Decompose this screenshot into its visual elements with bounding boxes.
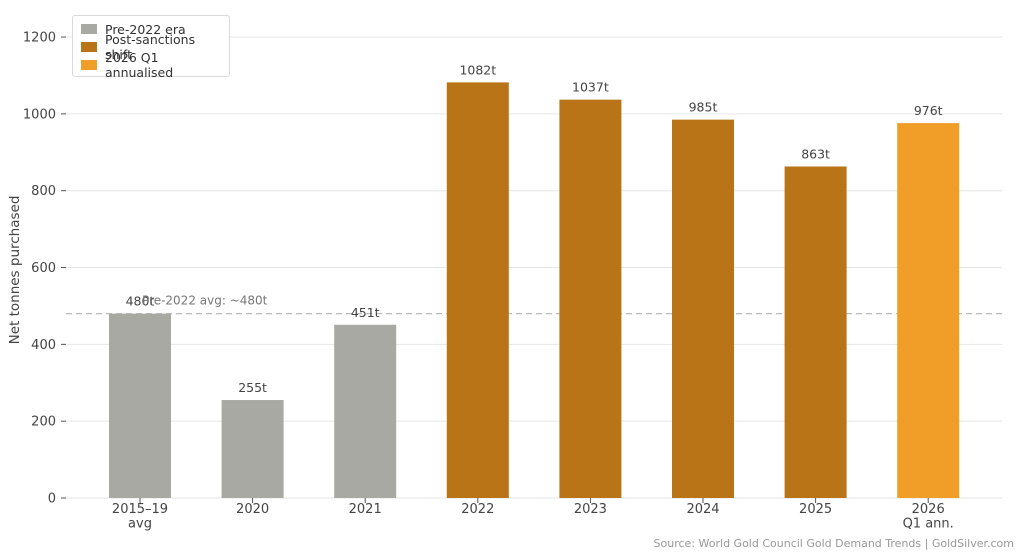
data-label: 976t — [914, 103, 943, 118]
data-label: 985t — [689, 100, 718, 115]
y-tick-label: 0 — [48, 492, 56, 507]
bar — [446, 82, 509, 498]
legend: Pre-2022 era Post-sanctions shift 2026 Q… — [72, 15, 230, 80]
legend-item-post: Post-sanctions shift — [81, 32, 221, 62]
x-tick-label: 2020 — [236, 502, 269, 517]
x-tick-label-line: 2020 — [236, 502, 269, 517]
x-tick-label-line: 2015–19 — [112, 502, 168, 517]
y-tick-label: 800 — [31, 184, 56, 199]
data-label: 863t — [801, 146, 830, 161]
x-tick-label-line: 2024 — [686, 502, 719, 517]
bar — [784, 166, 847, 498]
x-tick-label-line: 2021 — [349, 502, 382, 517]
x-tick-label-line: avg — [128, 517, 152, 532]
legend-label-post: Post-sanctions shift — [105, 32, 196, 62]
bar — [897, 123, 960, 498]
x-tick-label-line: 2022 — [461, 502, 494, 517]
y-tick-label: 1200 — [23, 31, 56, 46]
data-labels-group: 480t 255t 451t 1082t 1037t 985t 863t 976t Pre-20… — [126, 62, 943, 395]
y-axis-label: Net tonnes purchased — [7, 196, 23, 345]
x-tick-label-line: 2026 — [912, 502, 945, 517]
x-tick-label: 2023 — [574, 502, 607, 517]
data-label: 1082t — [459, 62, 496, 77]
x-tick-label: 2015–19 avg — [112, 502, 168, 532]
y-tick-label: 400 — [31, 338, 56, 353]
legend-item-q1: 2026 Q1 annualised — [81, 50, 221, 80]
legend-swatch-q1 — [81, 60, 97, 70]
x-tick-label: 2025 — [799, 502, 832, 517]
x-tick-label: 2021 — [349, 502, 382, 517]
x-tick-label: 2026 Q1 ann. — [903, 502, 954, 532]
data-label: 1037t — [572, 80, 609, 95]
reference-line-label: Pre-2022 avg: ~480t — [142, 294, 268, 308]
legend-label-pre: Pre-2022 era — [105, 21, 186, 37]
y-tick-label: 600 — [31, 261, 56, 276]
x-tick-label: 2022 — [461, 502, 494, 517]
source-note: Source: World Gold Council Gold Demand T… — [653, 537, 1014, 550]
axes-group: 0 200 400 600 800 1000 1200 Net tonnes purchase… — [7, 31, 954, 532]
legend-swatch-pre — [81, 24, 97, 34]
y-tick-label: 1000 — [23, 107, 56, 122]
data-label: 480t — [126, 294, 155, 309]
legend-item-pre: Pre-2022 era — [81, 20, 221, 38]
y-tick-label: 200 — [31, 415, 56, 430]
x-tick-label-line: Q1 ann. — [903, 517, 954, 532]
x-tick-label-line: 2023 — [574, 502, 607, 517]
grid-lines — [66, 36, 1002, 499]
bars-group — [109, 82, 960, 499]
bar — [334, 324, 397, 498]
bar — [109, 313, 171, 498]
bar — [221, 400, 284, 498]
x-tick-label-line: 2025 — [799, 502, 832, 517]
bar — [672, 119, 734, 498]
legend-label-q1: 2026 Q1 annualised — [105, 50, 174, 80]
x-tick-label: 2024 — [686, 502, 719, 517]
data-label: 451t — [351, 305, 380, 320]
legend-swatch-post — [81, 42, 97, 52]
data-label: 255t — [238, 380, 267, 395]
bar — [559, 99, 622, 499]
